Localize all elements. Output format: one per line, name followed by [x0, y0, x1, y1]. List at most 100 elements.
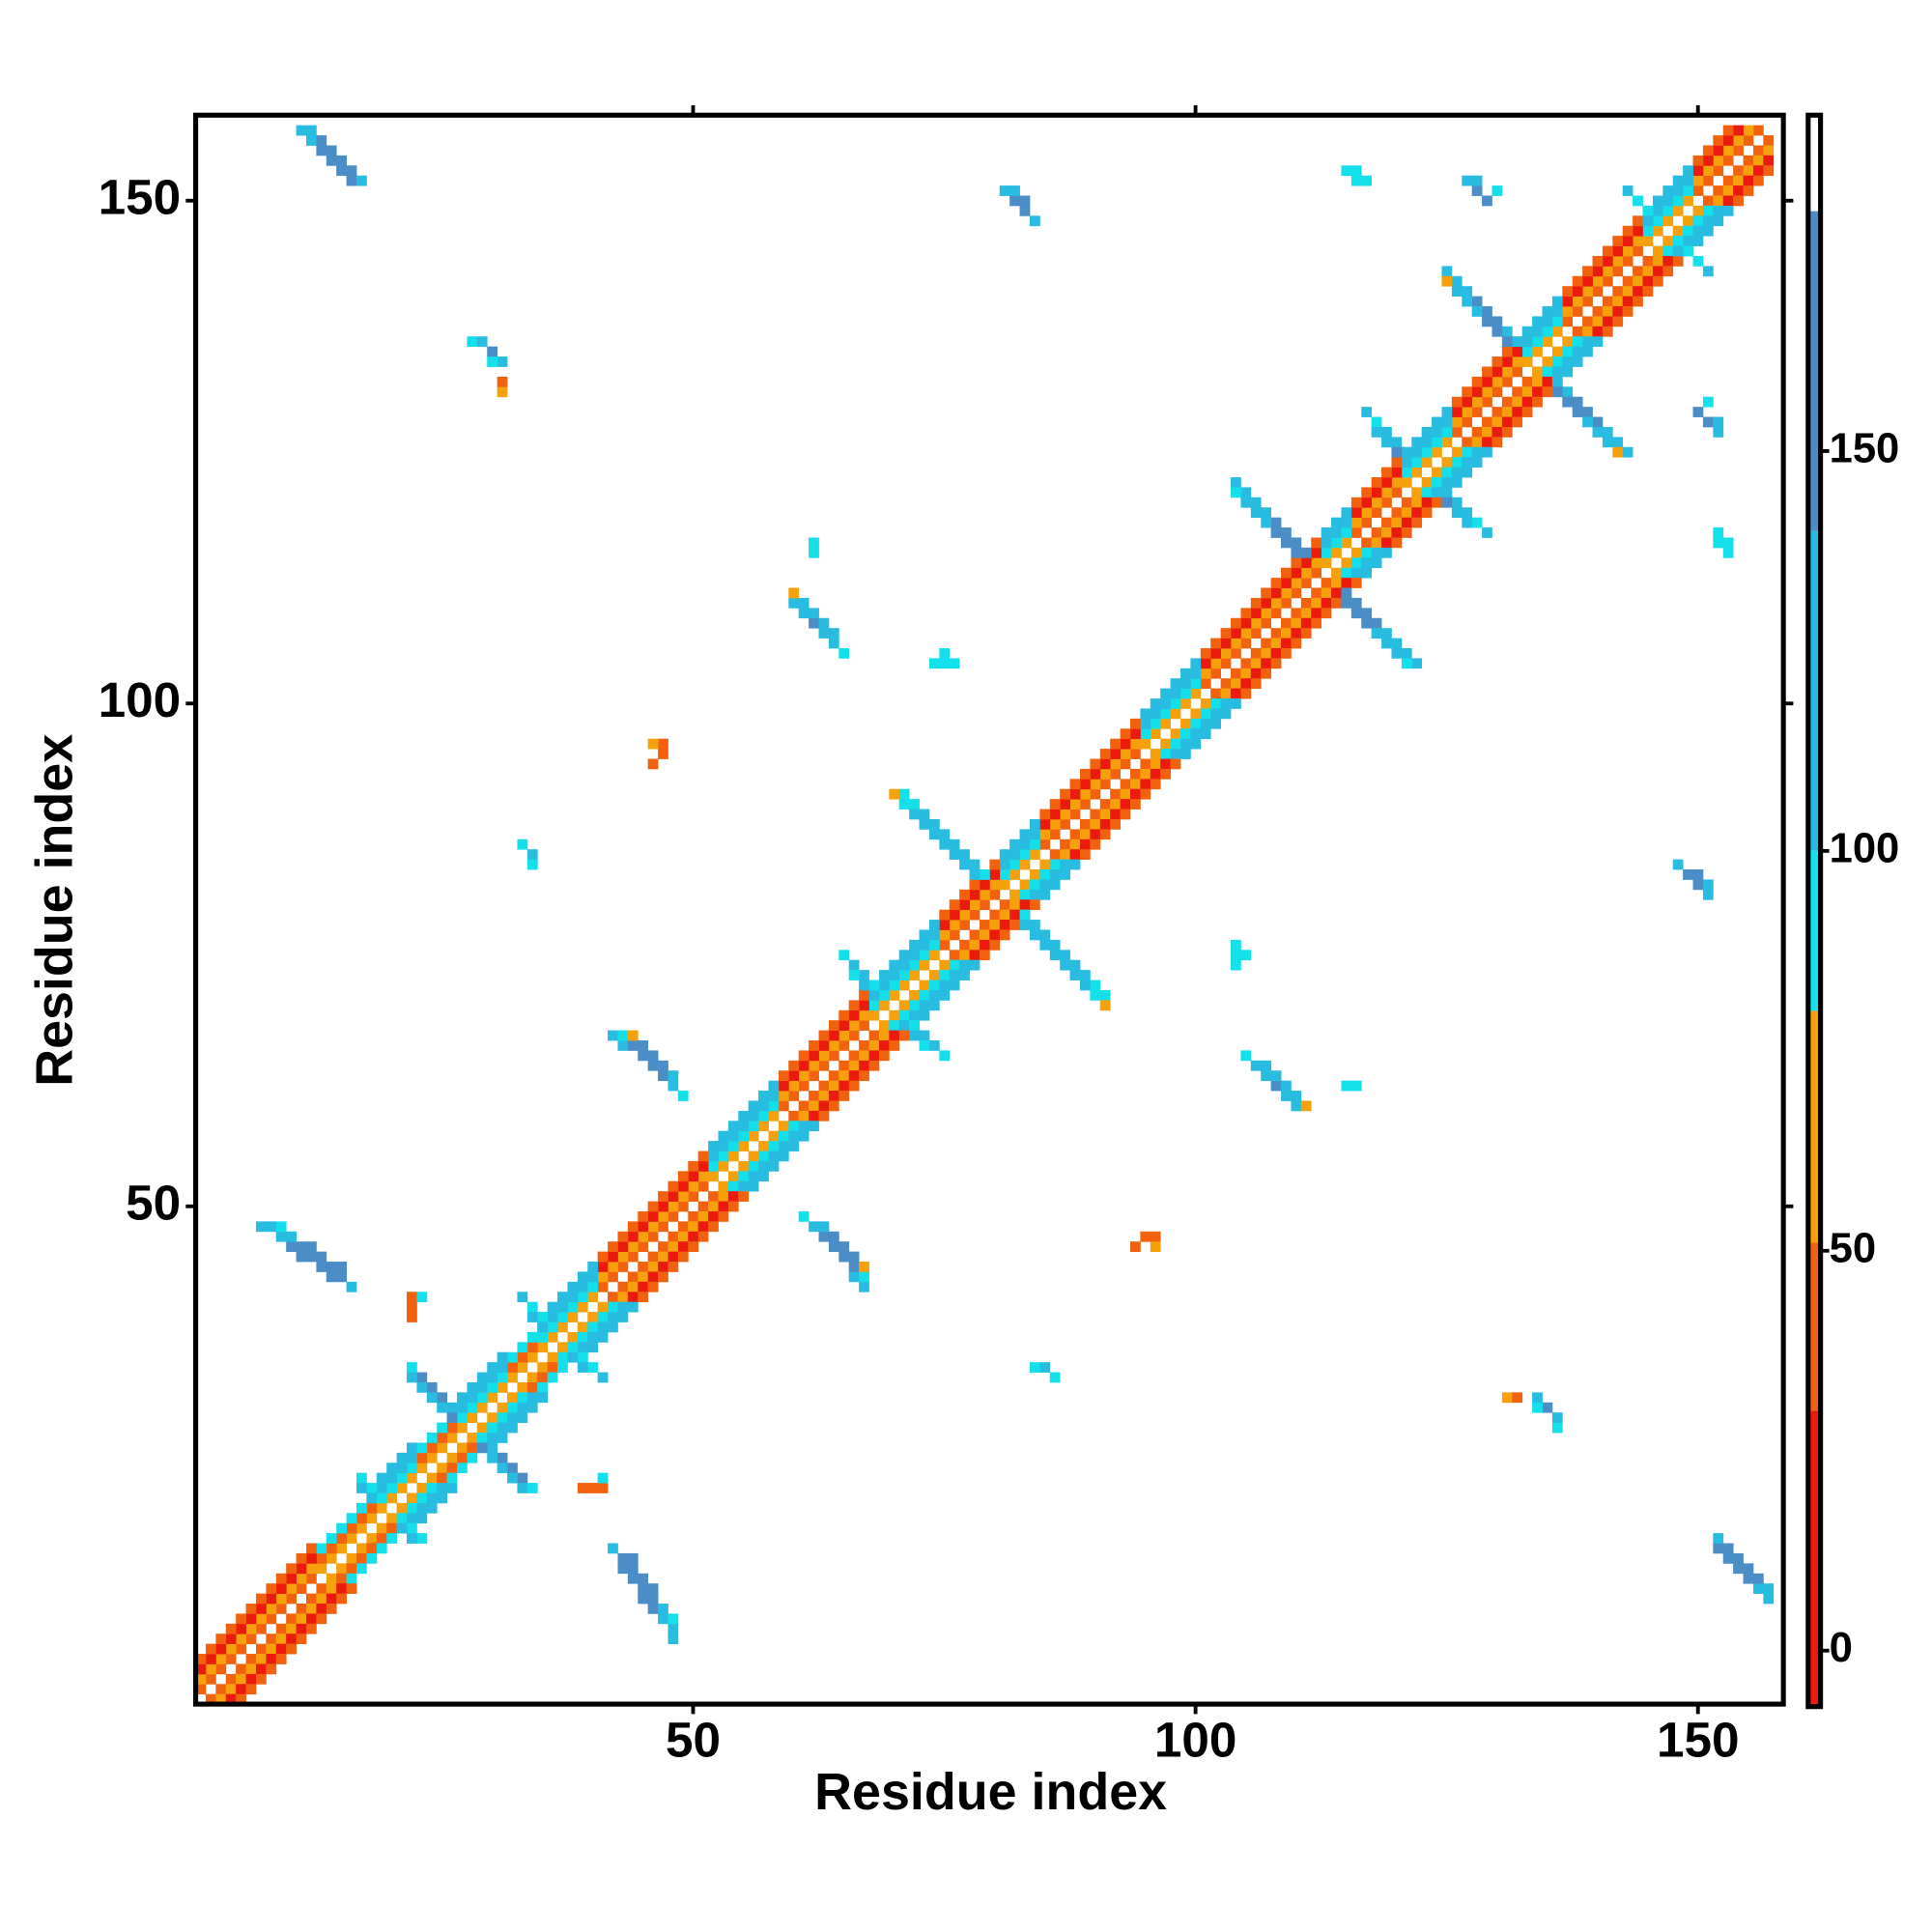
contact-cell: [748, 1160, 759, 1172]
contact-cell: [1471, 306, 1483, 317]
contact-cell: [1391, 638, 1403, 649]
contact-cell: [718, 1191, 729, 1202]
contact-cell: [1270, 658, 1282, 669]
contact-cell: [1602, 275, 1613, 287]
contact-cell: [1501, 326, 1513, 337]
contact-cell: [718, 1141, 729, 1151]
contact-cell: [778, 1130, 789, 1142]
contact-cell: [1110, 749, 1121, 759]
contact-cell: [898, 950, 910, 961]
contact-cell: [326, 1262, 337, 1272]
contact-cell: [1421, 497, 1433, 508]
contact-cell: [848, 1020, 860, 1031]
contact-cell: [1170, 749, 1181, 759]
contact-cell: [1090, 768, 1101, 780]
contact-cell: [1411, 658, 1423, 669]
contact-cell: [818, 628, 830, 639]
contact-cell: [195, 1673, 207, 1685]
contact-cell: [497, 1422, 508, 1434]
contact-cell: [638, 1262, 649, 1272]
contact-cell: [386, 1472, 397, 1484]
contact-cell: [497, 1452, 508, 1463]
contact-cell: [205, 1663, 216, 1675]
contact-cell: [1551, 296, 1563, 307]
contact-cell: [1009, 838, 1020, 850]
contact-cell: [426, 1472, 438, 1484]
contact-cell: [437, 1442, 448, 1454]
contact-cell: [1752, 1583, 1764, 1594]
contact-cell: [316, 1593, 327, 1605]
contact-cell: [1391, 527, 1403, 538]
contact-cell: [1733, 185, 1744, 196]
contact-cell: [969, 879, 980, 891]
contact-cell: [809, 1040, 819, 1051]
contact-cell: [838, 1030, 850, 1041]
contact-cell: [1572, 407, 1583, 417]
contact-cell: [416, 1463, 428, 1474]
contact-cell: [1029, 879, 1040, 891]
contact-cell: [949, 899, 960, 911]
contact-cell: [1270, 517, 1282, 528]
contact-cell: [1672, 225, 1684, 237]
contact-cell: [848, 959, 860, 971]
contact-cell: [526, 1342, 538, 1353]
contact-cell: [1090, 788, 1101, 800]
contact-cell: [1633, 215, 1643, 227]
contact-cell: [266, 1221, 277, 1233]
contact-cell: [416, 1513, 428, 1524]
contact-cell: [1350, 517, 1362, 528]
contact-cell: [1451, 446, 1463, 458]
contact-cell: [828, 1030, 839, 1041]
contact-cell: [487, 1442, 498, 1454]
contact-cell: [1311, 567, 1322, 579]
contact-cell: [1602, 316, 1613, 327]
contact-cell: [1432, 477, 1442, 488]
contact-cell: [286, 1573, 297, 1584]
contact-cell: [1512, 1392, 1523, 1404]
contact-cell: [718, 1151, 729, 1162]
contact-cell: [999, 849, 1010, 860]
contact-cell: [1482, 396, 1492, 408]
contact-cell: [567, 1351, 579, 1363]
contact-cell: [266, 1613, 277, 1625]
x-tick-label: 50: [666, 1713, 721, 1768]
contact-cell: [517, 1381, 528, 1393]
contact-cell: [738, 1141, 750, 1151]
contact-cell: [768, 1100, 780, 1112]
contact-cell: [476, 1381, 488, 1393]
contact-cell: [658, 1191, 668, 1202]
contact-cell: [537, 1321, 549, 1333]
contact-cell: [818, 1060, 830, 1071]
contact-cell: [215, 1693, 227, 1705]
contact-cell: [989, 859, 1001, 870]
contact-cell: [255, 1593, 267, 1605]
contact-cell: [688, 1171, 699, 1182]
contact-cell: [989, 920, 1001, 930]
contact-cell: [1501, 376, 1513, 387]
contact-cell: [446, 1412, 458, 1423]
contact-cell: [1482, 316, 1492, 327]
contact-cell: [236, 1684, 246, 1695]
contact-cell: [356, 1563, 367, 1575]
contact-cell: [1592, 275, 1604, 287]
contact-cell: [305, 1552, 317, 1564]
contact-cell: [848, 970, 860, 980]
contact-cell: [296, 1251, 307, 1263]
contact-cell: [818, 1110, 830, 1122]
contact-cell: [1752, 175, 1764, 186]
contact-cell: [266, 1654, 277, 1664]
contact-cell: [818, 1100, 830, 1112]
contact-cell: [255, 1643, 267, 1655]
contact-cell: [1291, 638, 1302, 649]
contact-cell: [809, 1060, 819, 1071]
contact-cell: [1722, 537, 1734, 549]
contact-cell: [1602, 245, 1613, 257]
contact-cell: [668, 1070, 679, 1082]
contact-cell: [738, 1171, 750, 1182]
contact-cell: [677, 1251, 689, 1263]
contact-cell: [1763, 135, 1775, 146]
contact-cell: [697, 1201, 709, 1212]
contact-cell: [1350, 175, 1362, 186]
contact-cell: [1049, 879, 1061, 891]
contact-cell: [1411, 517, 1423, 528]
